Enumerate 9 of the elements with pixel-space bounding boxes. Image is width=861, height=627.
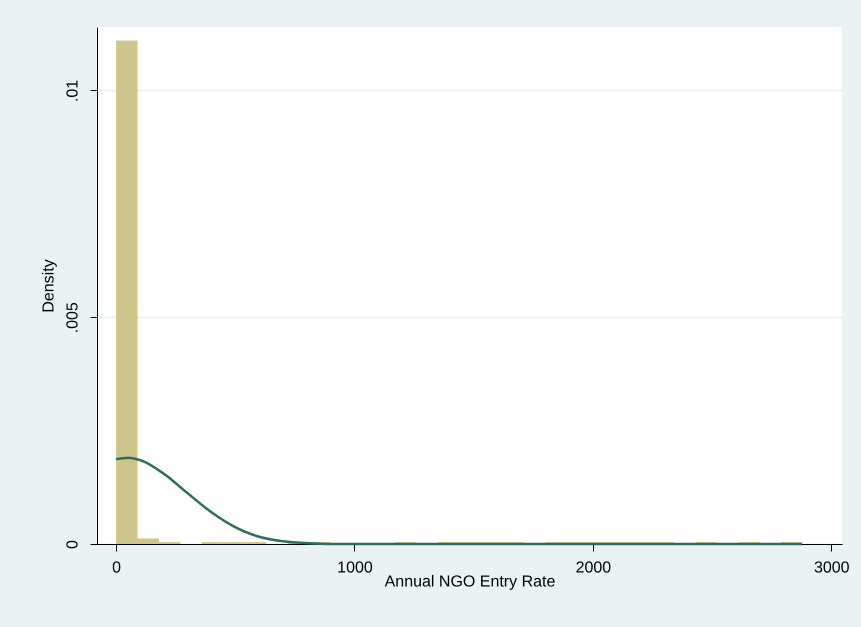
x-tick-label: 3000 — [814, 560, 850, 576]
x-tick-label: 2000 — [576, 560, 612, 576]
y-axis-title: Density — [40, 259, 58, 313]
y-tick-label: 0 — [64, 540, 82, 549]
x-tick-label: 1000 — [337, 560, 373, 576]
y-tick-label: .01 — [64, 80, 82, 102]
x-axis-title: Annual NGO Entry Rate — [384, 574, 556, 590]
y-tick-label: .005 — [64, 302, 82, 334]
x-tick-label: 0 — [112, 560, 122, 576]
